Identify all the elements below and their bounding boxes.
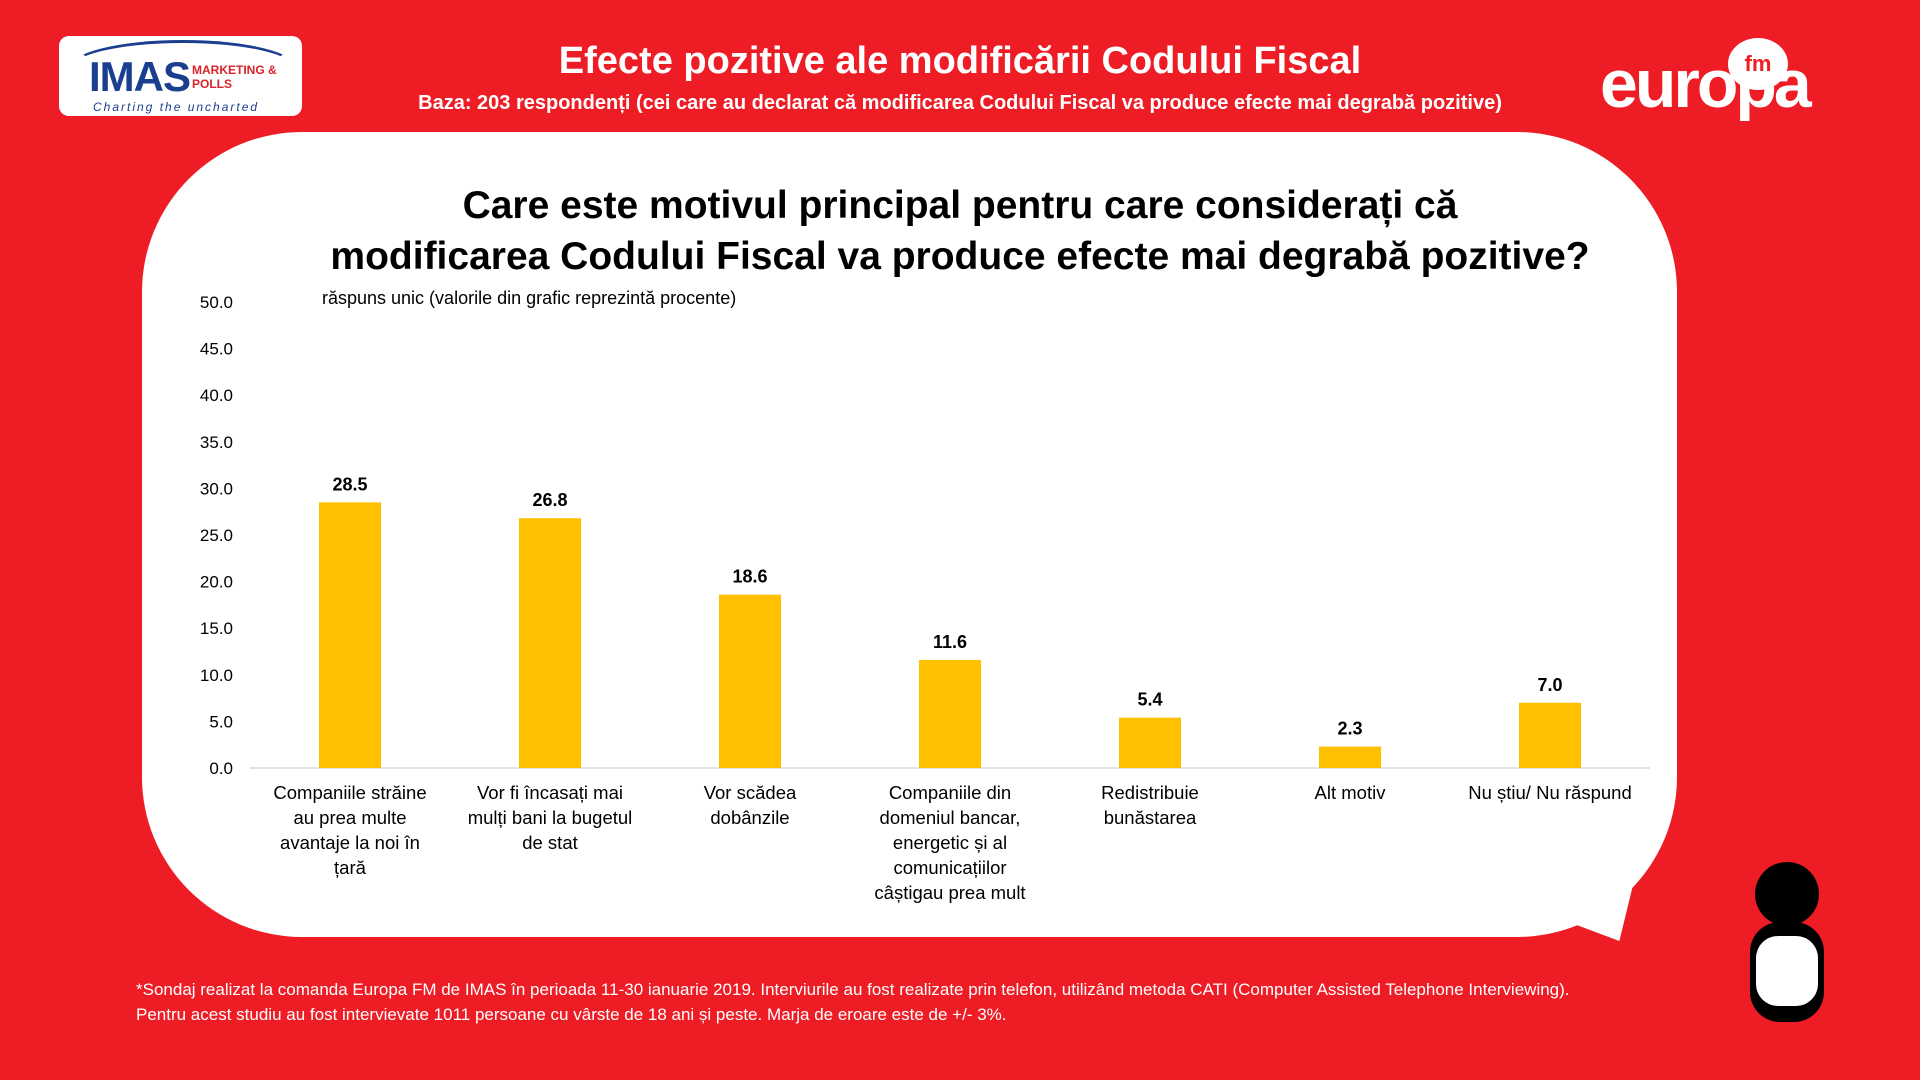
bar xyxy=(1519,702,1581,768)
y-tick-label: 5.0 xyxy=(209,712,233,731)
data-label: 7.0 xyxy=(1537,675,1562,695)
x-category-label-line: comunicațiilor xyxy=(893,857,1006,878)
x-category-label-line: mulți bani la bugetul xyxy=(468,807,633,828)
x-category-label-line: Redistribuie xyxy=(1101,782,1199,803)
x-category-label-line: avantaje la noi în xyxy=(280,832,420,853)
data-label: 2.3 xyxy=(1337,719,1362,739)
bar xyxy=(919,659,981,768)
x-category-label: Vor fi încasați mai mulți bani la bugetul… xyxy=(468,782,633,853)
x-category-label-line: Nu știu/ Nu răspund xyxy=(1468,782,1632,803)
chart-question: Care este motivul principal pentru care … xyxy=(0,180,1920,282)
x-category-label-line: energetic și al xyxy=(893,832,1007,853)
x-category-label: Vor scădea dobânzile xyxy=(704,782,797,828)
imas-logo-subtitle: MARKETING & POLLS xyxy=(192,63,277,91)
mascot-head xyxy=(1755,862,1819,926)
speech-bubble-panel xyxy=(142,132,1677,937)
x-category-label-line: Vor scădea xyxy=(704,782,797,803)
x-category-label-line: Companiile din xyxy=(889,782,1011,803)
imas-logo-arc xyxy=(69,40,297,96)
footnote-line-2: Pentru acest studiu au fost intervievate… xyxy=(136,1005,1007,1024)
x-category-label: Redistribuie bunăstarea xyxy=(1101,782,1199,828)
mascot-belly xyxy=(1756,936,1818,1006)
imas-logo-tagline: Charting the uncharted xyxy=(93,100,260,114)
x-category-label-line: de stat xyxy=(522,832,578,853)
x-category-label-line: au prea multe xyxy=(293,807,406,828)
x-category-label: Nu știu/ Nu răspund xyxy=(1468,782,1632,803)
x-category-label-line: țară xyxy=(334,857,367,878)
chart-note: răspuns unic (valorile din grafic reprez… xyxy=(322,288,737,308)
y-tick-label: 30.0 xyxy=(200,479,233,498)
europa-fm-logo: europa fm xyxy=(1600,38,1812,118)
chart-question-line-1: Care este motivul principal pentru care … xyxy=(462,184,1458,227)
footnote-line-1: *Sondaj realizat la comanda Europa FM de… xyxy=(136,980,1570,999)
y-tick-label: 10.0 xyxy=(200,666,233,685)
x-category-label-line: domeniul bancar, xyxy=(880,807,1021,828)
bar xyxy=(319,502,381,768)
y-tick-label: 45.0 xyxy=(200,340,233,359)
data-label: 26.8 xyxy=(532,490,567,510)
y-tick-label: 25.0 xyxy=(200,526,233,545)
x-category-label: Companiile străine au prea multe avantaje … xyxy=(273,782,426,878)
page-subtitle: Baza: 203 respondenți (cei care au decla… xyxy=(418,92,1502,114)
x-category-label-line: bunăstarea xyxy=(1104,807,1197,828)
x-category-label-line: Vor fi încasați mai xyxy=(477,782,623,803)
footnote: *Sondaj realizat la comanda Europa FM de… xyxy=(136,977,1570,1027)
x-category-label: Companiile din domeniul bancar, energetic … xyxy=(874,782,1025,903)
europa-logo-fm: fm xyxy=(1728,38,1788,90)
x-category-label: Alt motiv xyxy=(1315,782,1387,803)
data-label: 5.4 xyxy=(1137,690,1162,710)
imas-logo-word: IMAS xyxy=(89,53,191,100)
y-tick-label: 40.0 xyxy=(200,386,233,405)
imas-logo: IMAS MARKETING & POLLS Charting the unch… xyxy=(59,36,302,116)
y-tick-label: 0.0 xyxy=(209,759,233,778)
data-label: 18.6 xyxy=(732,567,767,587)
page-title: Efecte pozitive ale modificării Codului … xyxy=(558,40,1362,82)
bar xyxy=(519,518,581,768)
y-tick-label: 50.0 xyxy=(200,293,233,312)
y-tick-label: 15.0 xyxy=(200,619,233,638)
x-category-label-line: Alt motiv xyxy=(1315,782,1387,803)
bar xyxy=(1319,746,1381,768)
data-label: 11.6 xyxy=(933,632,967,652)
x-category-label-line: câștigau prea mult xyxy=(874,882,1025,903)
x-category-label-line: Companiile străine xyxy=(273,782,426,803)
data-label: 28.5 xyxy=(332,474,367,494)
chart-question-line-2: modificarea Codului Fiscal va produce ef… xyxy=(330,235,1590,278)
bar xyxy=(719,594,781,768)
x-category-label-line: dobânzile xyxy=(710,807,789,828)
mascot-figure xyxy=(1750,862,1824,1032)
y-tick-label: 35.0 xyxy=(200,433,233,452)
y-tick-label: 20.0 xyxy=(200,573,233,592)
bar xyxy=(1119,717,1181,768)
